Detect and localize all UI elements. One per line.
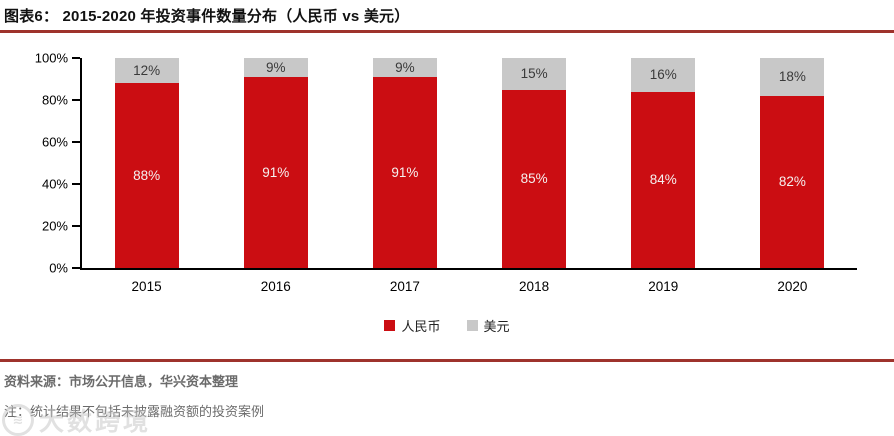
legend-item-rmb: 人民币	[384, 316, 441, 335]
plot-area: 0% 20% 40% 60% 80% 100% 12% 88% 2015 9% 91% 2016 9% 9…	[35, 51, 857, 294]
x-axis-label: 2016	[260, 279, 291, 294]
bar-column: 12% 88%	[114, 58, 179, 268]
bar-value-label: 12%	[133, 63, 161, 79]
legend-label: 人民币	[401, 319, 441, 334]
y-axis-tick	[72, 99, 80, 101]
bar-column: 9% 91%	[243, 58, 308, 268]
bar-segment-usd: 18%	[760, 58, 825, 96]
legend-item-usd: 美元	[466, 316, 510, 335]
x-axis-label: 2019	[648, 279, 679, 294]
bar-value-label: 91%	[262, 164, 290, 180]
y-axis-tick	[72, 225, 80, 227]
note-text: 注：统计结果不包括未披露融资额的投资案例	[4, 404, 265, 419]
bar-column: 15% 85%	[502, 58, 567, 268]
bar-column: 18% 82%	[760, 58, 825, 268]
y-axis-tick	[72, 141, 80, 143]
bar-value-label: 9%	[395, 59, 415, 75]
bar-segment-rmb: 91%	[372, 76, 437, 268]
bar-segment-usd: 12%	[114, 58, 179, 84]
bar-segment-rmb: 85%	[502, 89, 567, 268]
bar-segment-usd: 9%	[243, 58, 308, 77]
bar-segment-usd: 15%	[502, 58, 567, 90]
y-axis-tick	[72, 183, 80, 185]
x-axis-label: 2018	[519, 279, 550, 294]
bar-segment-rmb: 88%	[114, 83, 179, 268]
source-text: 资料来源：市场公开信息，华兴资本整理	[4, 374, 239, 389]
footer-divider-rule	[0, 359, 894, 362]
bar-value-label: 85%	[520, 171, 548, 187]
bar-column: 9% 91%	[372, 58, 437, 268]
x-axis-label: 2017	[389, 279, 420, 294]
bar-segment-usd: 16%	[631, 58, 696, 92]
bar-value-label: 9%	[265, 59, 286, 75]
bar-value-label: 91%	[391, 164, 419, 180]
title-underline-rule	[0, 30, 894, 33]
bar-segment-rmb: 91%	[243, 76, 308, 268]
y-axis-label: 0%	[49, 260, 68, 276]
y-axis-label: 100%	[34, 50, 68, 66]
bar-value-label: 84%	[649, 172, 677, 188]
bar-value-label: 16%	[649, 67, 677, 83]
y-axis-label: 60%	[41, 134, 68, 150]
x-axis-label: 2015	[131, 279, 162, 294]
y-axis-label: 40%	[41, 176, 68, 192]
y-axis-tick	[72, 267, 80, 269]
y-axis-label: 20%	[41, 218, 68, 234]
bar-value-label: 15%	[520, 66, 548, 82]
figure-title: 图表6： 2015-2020 年投资事件数量分布（人民币 vs 美元）	[4, 8, 410, 25]
legend-swatch-icon	[466, 320, 478, 331]
bar-segment-rmb: 82%	[760, 95, 825, 268]
bar-segment-usd: 9%	[372, 58, 437, 77]
legend-label: 美元	[483, 319, 510, 334]
x-axis-label: 2020	[777, 279, 808, 294]
y-axis-tick	[72, 57, 80, 59]
bar-value-label: 82%	[778, 174, 806, 190]
y-axis-label: 80%	[41, 92, 68, 108]
bar-value-label: 88%	[133, 168, 161, 184]
bar-segment-rmb: 84%	[631, 91, 696, 268]
legend-swatch-icon	[384, 320, 396, 331]
chart-legend: 人民币 美元	[0, 316, 894, 335]
bar-value-label: 18%	[778, 69, 806, 85]
bar-column: 16% 84%	[631, 58, 696, 268]
